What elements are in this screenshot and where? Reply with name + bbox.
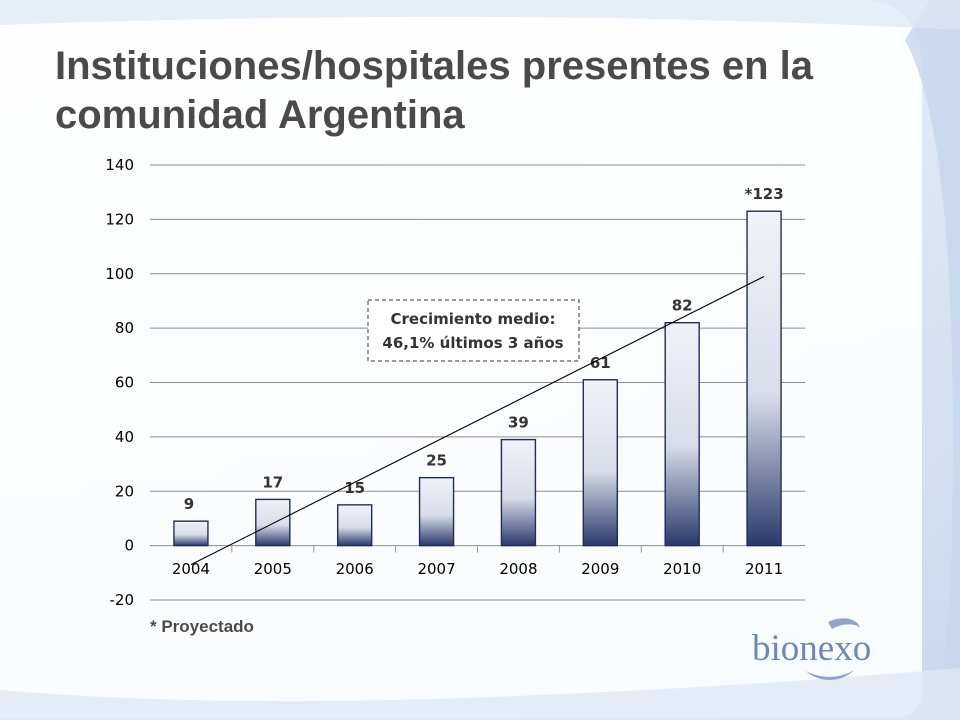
y-tick-label: 100 (105, 265, 134, 283)
data-label-2005: 17 (262, 473, 283, 491)
bar-2007 (418, 476, 455, 547)
data-label-2009: 61 (590, 354, 611, 372)
data-labels: 9 17 15 25 39 61 82 *123 (184, 185, 784, 513)
data-label-2008: 39 (508, 414, 529, 432)
y-tick-label: 140 (105, 156, 134, 174)
y-tick-label: -20 (110, 591, 135, 609)
annotation: Crecimiento medio: 46,1% últimos 3 años (367, 299, 580, 362)
logo-swirl-icon (828, 618, 860, 629)
y-tick-label: 20 (115, 482, 134, 500)
data-label-2006: 15 (344, 479, 365, 497)
linear-trendline (190, 275, 765, 566)
bar-2008 (500, 438, 537, 547)
trendline (190, 275, 765, 566)
bar-2011 (746, 210, 782, 547)
y-tick-label: 0 (124, 537, 134, 555)
annotation-box (367, 299, 580, 362)
annotation-line-2: 46,1% últimos 3 años (382, 334, 563, 352)
x-tick-label: 2009 (581, 560, 619, 578)
data-label-2004: 9 (184, 495, 194, 513)
y-tick-label: 120 (105, 210, 134, 228)
slide-title: Instituciones/hospitales presentes en la… (55, 44, 814, 137)
y-axis-tick-labels: 140 120 100 80 60 40 20 0 -20 (105, 156, 134, 609)
x-tick-label: 2007 (417, 560, 455, 578)
x-tick-label: 2004 (172, 560, 210, 578)
x-tick-label: 2011 (745, 560, 783, 578)
bar-2010 (664, 321, 700, 547)
bar-2004 (173, 520, 209, 547)
grid-lines (150, 164, 805, 601)
data-label-2010: 82 (672, 297, 693, 315)
y-tick-label: 60 (115, 374, 134, 392)
bars (173, 210, 782, 547)
logo-text: bionexo (752, 628, 871, 669)
logo-underline-icon (806, 670, 854, 680)
x-tick-label: 2005 (254, 560, 292, 578)
bar-2009 (582, 379, 619, 547)
data-label-2007: 25 (426, 452, 447, 470)
x-tick-label: 2006 (336, 560, 374, 578)
bar-2005 (255, 498, 291, 547)
data-label-2011: *123 (744, 185, 783, 203)
y-tick-label: 40 (115, 428, 134, 446)
bar-2006 (336, 504, 373, 547)
y-tick-label: 80 (115, 319, 134, 337)
bionexo-logo: bionexo (752, 618, 871, 680)
footnote: * Proyectado (150, 617, 254, 636)
x-axis-category-labels: 2004 2005 2006 2007 2008 2009 2010 2011 (172, 545, 783, 578)
x-tick-label: 2010 (663, 560, 701, 578)
annotation-line-1: Crecimiento medio: (391, 310, 556, 328)
x-tick-label: 2008 (499, 560, 537, 578)
